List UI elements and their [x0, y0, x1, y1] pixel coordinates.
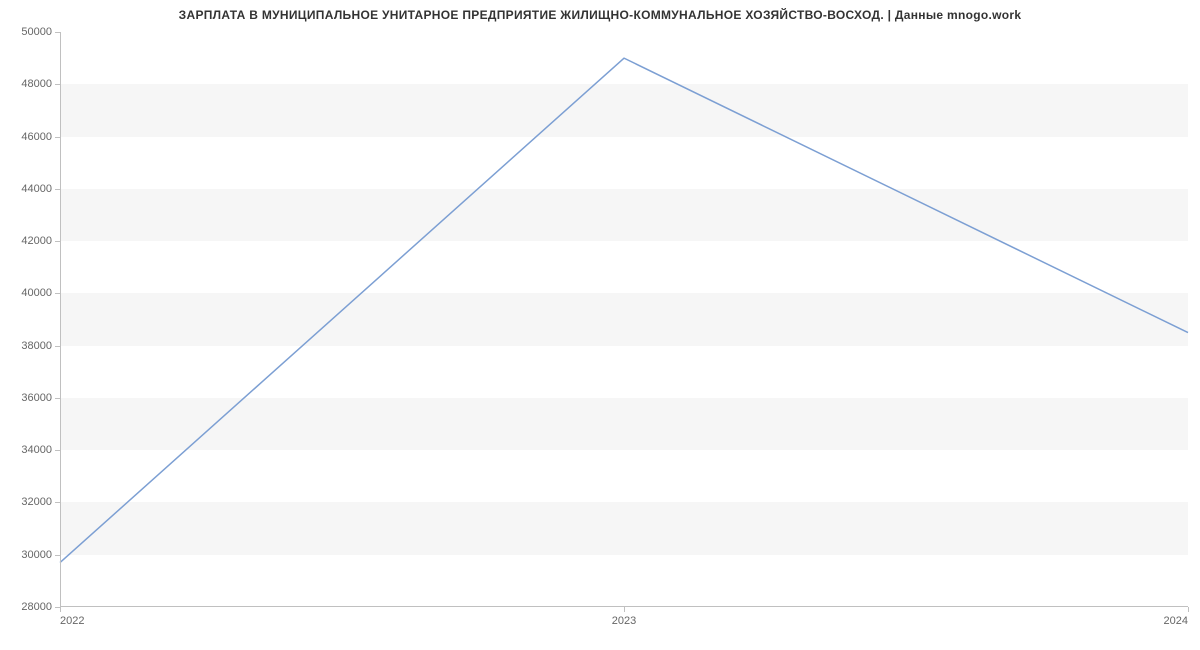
- x-tick-mark: [1188, 607, 1189, 612]
- y-tick-label: 40000: [21, 287, 60, 299]
- chart-title: ЗАРПЛАТА В МУНИЦИПАЛЬНОЕ УНИТАРНОЕ ПРЕДП…: [0, 8, 1200, 22]
- y-tick-label: 36000: [21, 392, 60, 404]
- x-tick-label: 2024: [1164, 607, 1188, 627]
- x-tick-label: 2022: [60, 607, 84, 627]
- series-line: [60, 58, 1188, 562]
- y-tick-label: 32000: [21, 496, 60, 508]
- plot-area: 2800030000320003400036000380004000042000…: [60, 32, 1188, 607]
- y-tick-label: 38000: [21, 340, 60, 352]
- y-tick-label: 28000: [21, 601, 60, 613]
- y-tick-label: 50000: [21, 26, 60, 38]
- y-tick-label: 46000: [21, 131, 60, 143]
- line-series: [60, 32, 1188, 607]
- y-tick-label: 48000: [21, 78, 60, 90]
- y-tick-label: 44000: [21, 183, 60, 195]
- y-tick-label: 30000: [21, 549, 60, 561]
- y-tick-label: 34000: [21, 444, 60, 456]
- y-axis-line: [60, 32, 61, 607]
- salary-line-chart: ЗАРПЛАТА В МУНИЦИПАЛЬНОЕ УНИТАРНОЕ ПРЕДП…: [0, 0, 1200, 650]
- y-tick-label: 42000: [21, 235, 60, 247]
- x-tick-label: 2023: [612, 607, 636, 627]
